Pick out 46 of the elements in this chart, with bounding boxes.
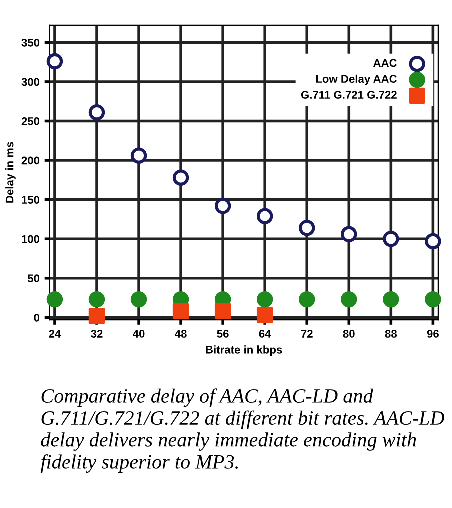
point: [88, 291, 106, 308]
point: [172, 303, 190, 320]
point: [425, 291, 442, 308]
y-tick-label: 50: [28, 274, 40, 283]
y-tick-label: 350: [22, 38, 40, 47]
legend-label: AAC: [374, 59, 398, 68]
point: [214, 198, 232, 214]
x-tick-label: 32: [91, 330, 103, 338]
point: [172, 170, 190, 186]
y-tick-label: 100: [22, 235, 40, 244]
point: [341, 226, 358, 243]
point: [88, 104, 106, 121]
x-axis-title: Bitrate in kbps: [206, 346, 282, 356]
point: [46, 53, 64, 70]
x-tick-label: 64: [259, 330, 272, 338]
point: [298, 291, 316, 308]
text: Comparative delay of AAC, AAC-LD and G.711/G.721/G.722 at different bit rates. AAC-LD delay delivers nearly immediate encoding with fidelity superior to MP3.: [40, 388, 444, 474]
point: [341, 291, 358, 308]
point: [130, 148, 148, 164]
point: [298, 220, 316, 236]
point: [256, 291, 274, 308]
point: [88, 308, 106, 324]
point: [256, 208, 274, 224]
point: [383, 291, 400, 308]
x-tick-label: 72: [301, 330, 313, 338]
point: [256, 307, 274, 324]
legend-label: Low Delay AAC: [316, 74, 398, 86]
y-tick-label: 150: [22, 196, 40, 204]
point: [130, 291, 148, 308]
x-tick-label: 96: [427, 330, 439, 338]
y-tick-label: 200: [22, 156, 40, 165]
point: [46, 291, 64, 308]
x-tick-label: 80: [343, 330, 355, 338]
y-tick-label: 0: [34, 314, 40, 322]
y-axis-title: Delay in ms: [6, 142, 16, 203]
x-tick-label: 24: [49, 330, 62, 338]
x-tick-label: 56: [217, 330, 229, 338]
x-tick-label: 40: [133, 330, 145, 338]
point: [383, 230, 400, 248]
y-tick-label: 250: [22, 118, 40, 126]
x-tick-label: 48: [175, 330, 187, 338]
legend-label: G.711 G.721 G.722: [301, 91, 397, 99]
y-tick-label: 300: [22, 78, 40, 86]
point: [425, 233, 442, 250]
x-tick-label: 88: [385, 330, 397, 338]
point: [214, 303, 232, 320]
